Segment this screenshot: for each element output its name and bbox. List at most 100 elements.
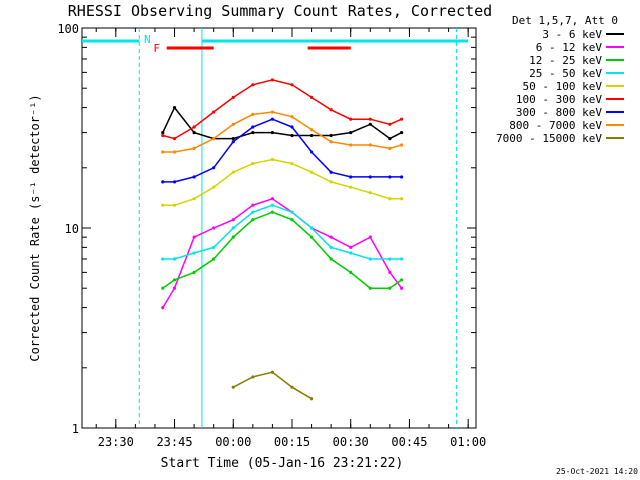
series-point xyxy=(161,180,165,184)
series-point xyxy=(192,175,196,179)
legend-entry-label: 3 - 6 keV xyxy=(542,28,602,41)
series-point xyxy=(231,235,235,239)
series-point xyxy=(172,136,177,141)
legend-entry-label: 7000 - 15000 keV xyxy=(496,132,602,145)
series-point xyxy=(251,203,255,207)
series-point xyxy=(192,197,196,201)
series-point xyxy=(309,226,314,230)
y-tick-label: 1 xyxy=(72,422,79,436)
x-tick-label: 00:45 xyxy=(391,435,427,449)
series-point xyxy=(400,175,404,179)
series-point xyxy=(309,133,314,138)
series-point xyxy=(172,150,177,154)
series-point xyxy=(388,122,392,126)
series-point xyxy=(192,130,196,135)
series-point xyxy=(172,257,177,261)
series-point xyxy=(309,170,314,174)
series-point xyxy=(161,133,165,138)
series-point xyxy=(400,278,404,282)
legend-entry-label: 100 - 300 keV xyxy=(516,93,602,106)
chart-title: RHESSI Observing Summary Count Rates, Co… xyxy=(68,2,492,20)
series-point xyxy=(400,286,404,290)
series-point xyxy=(329,245,333,249)
series-point xyxy=(290,385,294,389)
series-point xyxy=(368,122,372,126)
series-point xyxy=(400,143,404,147)
series-point xyxy=(251,218,255,222)
series-point xyxy=(329,108,333,112)
series-point xyxy=(270,117,275,121)
series-point xyxy=(161,305,165,310)
series-point xyxy=(329,257,333,261)
x-axis-label: Start Time (05-Jan-16 23:21:22) xyxy=(161,456,404,471)
series-line xyxy=(162,211,403,289)
series-point xyxy=(212,110,216,114)
series-point xyxy=(388,146,392,151)
legend-entry-label: 25 - 50 keV xyxy=(529,67,602,80)
series-point xyxy=(161,130,165,135)
x-tick-label: 23:45 xyxy=(156,435,192,449)
legend-entry-label: 800 - 7000 keV xyxy=(509,119,602,132)
series-point xyxy=(212,226,216,230)
series-point xyxy=(368,235,372,239)
series-point xyxy=(231,95,235,99)
series-point xyxy=(368,286,372,290)
series-point xyxy=(251,210,255,214)
series-point xyxy=(270,78,275,82)
series-point xyxy=(161,150,165,154)
series-line xyxy=(162,106,402,140)
series-point xyxy=(172,286,177,290)
series-point xyxy=(251,83,255,87)
series-point xyxy=(290,125,294,129)
series-point xyxy=(251,112,255,116)
series-point xyxy=(290,218,294,222)
series-point xyxy=(172,105,177,110)
series-point xyxy=(368,175,372,179)
series-point xyxy=(309,397,314,401)
series-point xyxy=(290,83,294,87)
series-point xyxy=(388,197,392,201)
series-line xyxy=(162,197,403,308)
series-point xyxy=(231,170,235,174)
plot-frame xyxy=(81,27,477,429)
series-point xyxy=(161,286,165,290)
series-point xyxy=(290,210,294,214)
series-point xyxy=(368,257,372,261)
x-tick-label: 23:30 xyxy=(98,435,134,449)
series-point xyxy=(329,170,333,174)
footer-date: 25-Oct-2021 14:20 xyxy=(556,467,638,476)
series-point xyxy=(231,122,235,126)
series-point xyxy=(388,286,392,290)
series-point xyxy=(290,115,294,119)
series-point xyxy=(388,136,392,141)
series-point xyxy=(270,157,275,162)
series-point xyxy=(329,133,333,138)
x-tick-label: 00:15 xyxy=(274,435,310,449)
series-point xyxy=(212,245,216,249)
series-point xyxy=(270,210,275,214)
series-point xyxy=(270,203,275,207)
series-point xyxy=(192,235,196,239)
series-line xyxy=(162,79,402,140)
series-line xyxy=(162,158,402,206)
series-point xyxy=(192,251,196,255)
series-point xyxy=(349,245,353,249)
series-point xyxy=(251,130,255,135)
series-line xyxy=(162,204,402,260)
series-point xyxy=(349,143,353,147)
series-point xyxy=(192,125,196,129)
x-tick-label: 00:30 xyxy=(333,435,369,449)
series-point xyxy=(231,136,235,141)
series-point xyxy=(161,257,165,261)
series-point xyxy=(388,175,392,179)
series-point xyxy=(349,117,353,121)
series-point xyxy=(212,185,216,189)
series-point xyxy=(231,385,235,389)
y-tick-label: 10 xyxy=(65,222,79,236)
series-point xyxy=(349,251,353,255)
series-point xyxy=(349,175,353,179)
series-point xyxy=(368,191,372,195)
series-line xyxy=(232,371,312,400)
